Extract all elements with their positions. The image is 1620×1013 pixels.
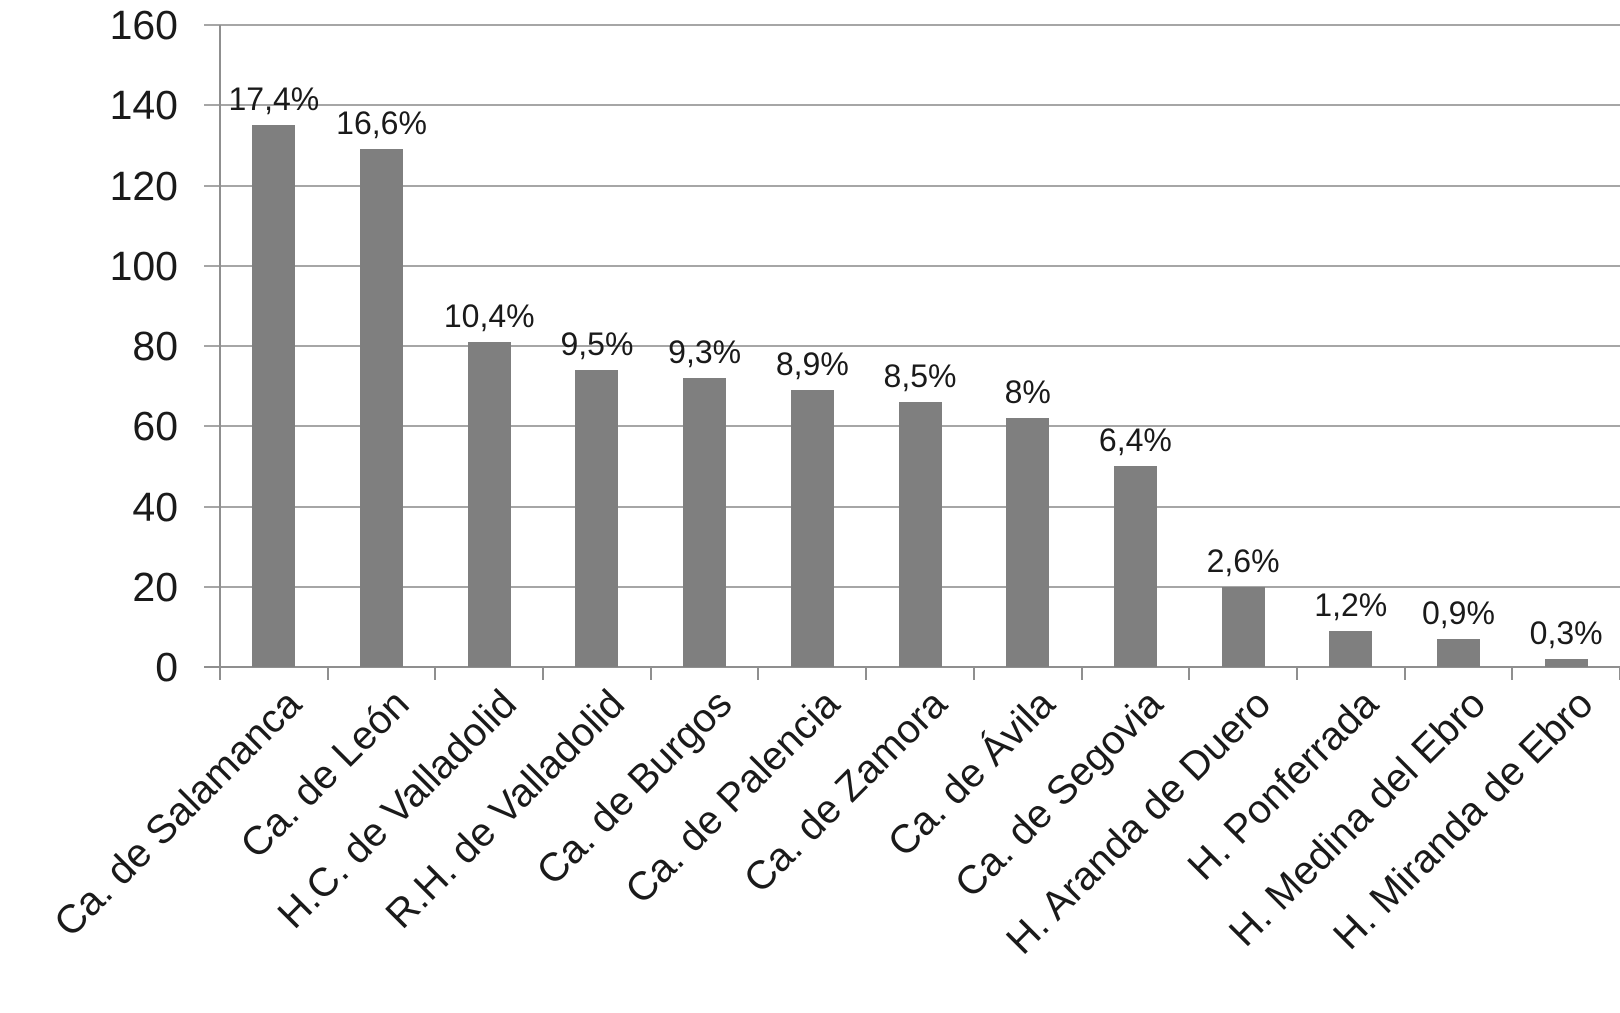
x-category-label-4: Ca. de Burgos [528, 681, 741, 894]
x-axis-tick [219, 667, 221, 680]
gridline-y-160 [204, 24, 1620, 26]
x-axis-tick [649, 667, 652, 680]
y-tick-label-0: 0 [155, 644, 178, 690]
bar-value-label-7: 8% [1004, 374, 1051, 411]
bar-value-label-5: 8,9% [775, 345, 849, 382]
x-axis-line [204, 666, 1620, 668]
bar-2 [467, 341, 511, 667]
bar-11 [1436, 638, 1480, 667]
bar-value-label-8: 6,4% [1098, 422, 1172, 459]
y-tick-label-120: 120 [109, 162, 178, 209]
y-tick-label-100: 100 [109, 242, 178, 289]
bar-value-label-0: 17,4% [228, 81, 320, 118]
bar-value-label-6: 8,5% [883, 358, 957, 394]
x-axis-tick [434, 667, 437, 680]
bar-5 [790, 390, 834, 667]
x-axis-tick [865, 667, 868, 680]
x-axis-tick [542, 667, 545, 680]
gridline-y-120 [204, 184, 1620, 187]
y-tick-label-80: 80 [132, 323, 178, 369]
x-axis-tick [1188, 667, 1191, 680]
bar-1 [360, 149, 404, 667]
y-tick-label-40: 40 [132, 483, 178, 530]
x-category-label-10: H. Ponferrada [1179, 681, 1387, 889]
bar-9 [1221, 586, 1265, 667]
bar-value-label-12: 0,3% [1529, 614, 1603, 651]
gridline-y-140 [204, 104, 1620, 107]
bar-7 [1006, 418, 1050, 667]
y-tick-label-20: 20 [132, 563, 178, 610]
y-tick-label-60: 60 [132, 403, 178, 450]
bar-6 [898, 402, 942, 667]
bar-12 [1544, 658, 1588, 667]
bar-value-label-1: 16,6% [336, 105, 427, 142]
x-axis-tick [1511, 667, 1514, 680]
bar-value-label-2: 10,4% [443, 297, 535, 334]
bar-value-label-4: 9,3% [668, 333, 742, 370]
x-axis-tick [326, 667, 329, 680]
bar-3 [575, 370, 619, 667]
gridline-y-80 [204, 345, 1620, 347]
x-axis-tick [757, 667, 760, 680]
bar-4 [683, 378, 727, 667]
y-axis-line [219, 25, 221, 680]
x-axis-tick [1295, 667, 1298, 680]
gridline-y-100 [204, 264, 1620, 267]
x-axis-tick [1080, 667, 1083, 680]
bar-8 [1113, 466, 1157, 667]
y-tick-label-140: 140 [109, 82, 178, 129]
bar-10 [1329, 630, 1373, 667]
bar-0 [252, 125, 296, 667]
bar-value-label-3: 9,5% [560, 325, 634, 362]
bar-value-label-11: 0,9% [1421, 594, 1495, 631]
bar-value-label-10: 1,2% [1314, 586, 1388, 623]
y-tick-label-160: 160 [109, 2, 178, 48]
bar-value-label-9: 2,6% [1206, 542, 1280, 579]
x-axis-tick [972, 667, 975, 680]
x-axis-tick [1403, 667, 1406, 680]
